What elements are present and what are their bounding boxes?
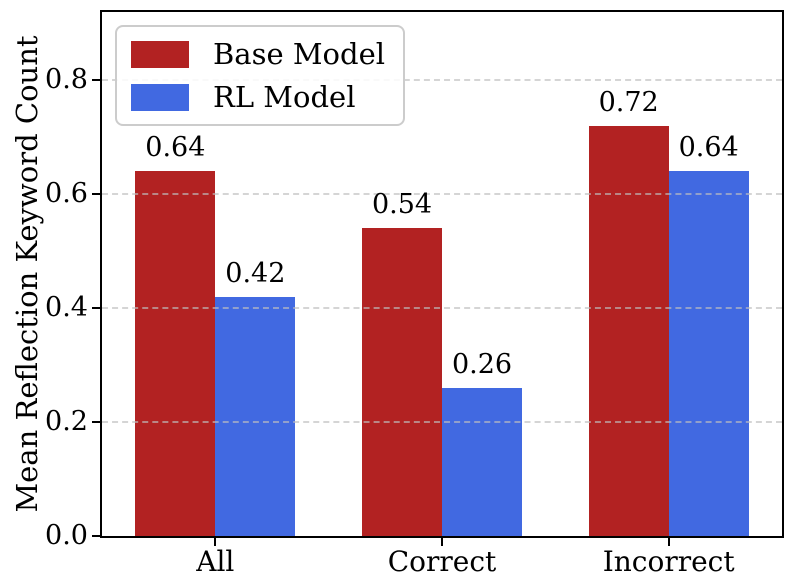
- gridline-0.2: [102, 421, 782, 424]
- plot-area: [100, 10, 784, 538]
- legend-swatch-rl-model: [131, 83, 189, 111]
- legend-item-base-model: Base Model: [131, 37, 385, 71]
- y-tick-label-0.6: 0.6: [45, 178, 88, 210]
- gridline-0.8: [102, 79, 782, 82]
- legend-item-rl-model: RL Model: [131, 80, 385, 114]
- legend-swatch-base-model: [131, 40, 189, 68]
- bar-rl-model-incorrect: [668, 171, 749, 536]
- y-tick-mark-0.4: [92, 307, 100, 310]
- x-tick-label-incorrect: Incorrect: [602, 545, 735, 578]
- value-label-rl-model-incorrect: 0.64: [678, 132, 739, 164]
- gridline-0.6: [102, 193, 782, 196]
- bar-base-model-correct: [362, 228, 442, 536]
- legend-label-base-model: Base Model: [213, 37, 386, 71]
- value-label-base-model-all: 0.64: [145, 132, 206, 164]
- value-label-base-model-correct: 0.54: [371, 189, 433, 221]
- bar-rl-model-correct: [442, 387, 522, 536]
- bar-rl-model-all: [215, 296, 296, 536]
- value-label-base-model-incorrect: 0.72: [598, 86, 659, 118]
- x-tick-mark-correct: [441, 538, 443, 546]
- y-tick-label-0.4: 0.4: [45, 292, 88, 324]
- x-tick-mark-incorrect: [667, 538, 670, 546]
- gridline-0.4: [102, 307, 782, 310]
- x-tick-label-all: All: [196, 545, 235, 578]
- value-label-rl-model-all: 0.42: [225, 257, 286, 289]
- legend: Base Model RL Model: [115, 25, 406, 126]
- y-tick-mark-0.2: [92, 421, 100, 424]
- bar-base-model-incorrect: [588, 125, 669, 536]
- y-tick-label-0.2: 0.2: [45, 406, 88, 438]
- x-tick-label-correct: Correct: [387, 545, 497, 578]
- y-tick-mark-0.8: [92, 79, 100, 82]
- y-axis-title: Mean Reflection Keyword Count: [10, 35, 44, 513]
- y-tick-mark-0.0: [92, 535, 100, 537]
- y-tick-label-0.8: 0.8: [45, 64, 88, 96]
- bar-base-model-all: [135, 171, 216, 536]
- legend-label-rl-model: RL Model: [213, 80, 356, 114]
- x-tick-mark-all: [214, 538, 217, 546]
- y-tick-label-0.0: 0.0: [45, 520, 88, 551]
- y-tick-mark-0.6: [92, 193, 100, 196]
- value-label-rl-model-correct: 0.26: [451, 348, 513, 380]
